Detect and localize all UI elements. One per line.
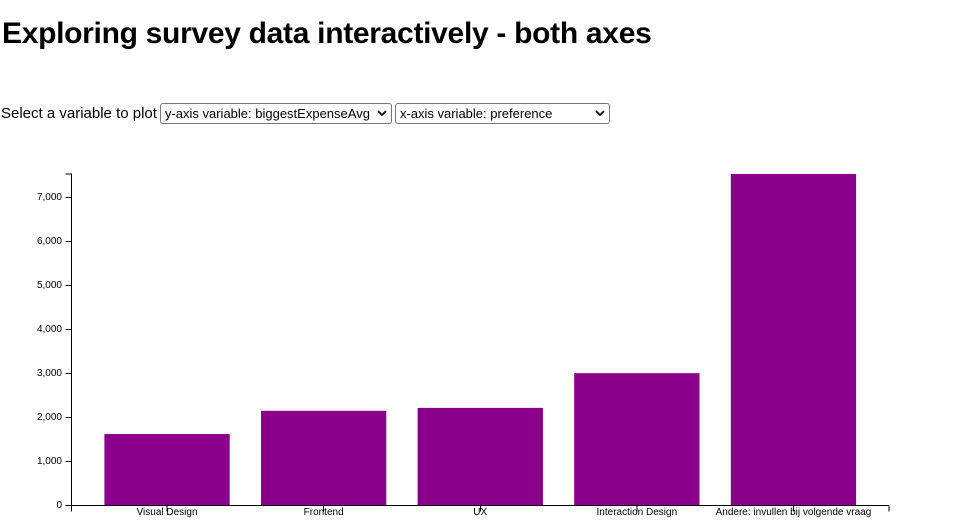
x-variable-select-wrap: x-axis variable: preference xyxy=(394,103,610,124)
y-tick-label: 0 xyxy=(56,500,62,511)
x-tick-label: UX xyxy=(473,507,487,517)
bar xyxy=(730,174,857,506)
bar-chart: 0 1,000 2,000 3,000 4,000 5,000 6,000 7,000 Visu… xyxy=(0,147,960,518)
page-title: Exploring survey data interactively - bo… xyxy=(2,17,652,50)
x-tick-label: Visual Design xyxy=(137,507,198,517)
y-axis-line xyxy=(65,173,72,506)
y-tick-label: 4,000 xyxy=(37,324,62,335)
y-variable-select[interactable]: y-axis variable: biggestExpenseAvg xyxy=(159,103,392,124)
x-tick-label: Andere: invullen bij volgende vraag xyxy=(716,507,872,517)
bar xyxy=(417,407,543,506)
y-tick-label: 6,000 xyxy=(37,236,62,247)
y-tick-label: 5,000 xyxy=(37,280,62,291)
select-variable-label: Select a variable to plot xyxy=(1,105,157,122)
y-tick-label: 3,000 xyxy=(37,368,62,379)
y-tick-label: 1,000 xyxy=(37,456,62,467)
variable-controls: Select a variable to plot y-axis variabl… xyxy=(1,103,610,124)
x-tick-label: Frontend xyxy=(304,507,344,517)
x-variable-select[interactable]: x-axis variable: preference xyxy=(394,103,610,124)
bar-chart-svg: 0 1,000 2,000 3,000 4,000 5,000 6,000 7,000 Visu… xyxy=(37,173,890,518)
bar xyxy=(574,373,700,506)
y-tick-label: 7,000 xyxy=(37,192,62,203)
y-variable-select-wrap: y-axis variable: biggestExpenseAvg xyxy=(159,103,392,124)
y-tick-label: 2,000 xyxy=(37,412,62,423)
bar xyxy=(104,434,230,506)
bar xyxy=(261,410,387,506)
x-tick-label: Interaction Design xyxy=(597,507,678,517)
